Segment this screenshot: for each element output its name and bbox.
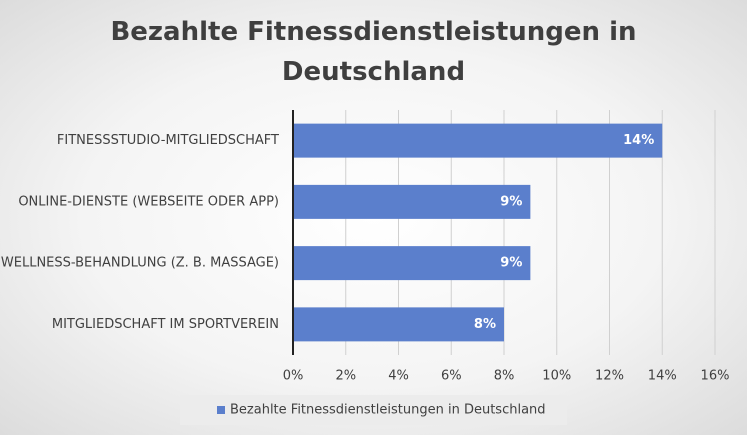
bar [293, 184, 531, 219]
legend-label: Bezahlte Fitnessdienstleistungen in Deut… [230, 403, 546, 418]
bar [293, 123, 663, 158]
data-label: 9% [500, 256, 522, 271]
y-tick-label: WELLNESS-BEHANDLUNG (Z. B. MASSAGE) [1, 256, 279, 271]
x-tick-label: 4% [388, 369, 409, 384]
y-tick-label: ONLINE-DIENSTE (WEBSEITE ODER APP) [18, 194, 279, 209]
legend-marker [217, 406, 225, 414]
x-tick-label: 10% [542, 369, 571, 384]
data-label: 8% [474, 317, 496, 332]
bar [293, 246, 531, 281]
x-tick-label: 12% [595, 369, 624, 384]
x-tick-label: 2% [335, 369, 356, 384]
x-tick-label: 6% [441, 369, 462, 384]
y-tick-label: MITGLIEDSCHAFT IM SPORTVEREIN [52, 317, 279, 332]
x-tick-label: 16% [701, 369, 730, 384]
bar [293, 307, 504, 342]
legend-box [180, 395, 567, 425]
x-tick-label: 8% [494, 369, 515, 384]
chart-title: Bezahlte Fitnessdienstleistungen in Deut… [110, 17, 637, 87]
data-label: 14% [623, 133, 654, 148]
x-tick-label: 14% [648, 369, 677, 384]
data-label: 9% [500, 194, 522, 209]
y-tick-label: FITNESSSTUDIO-MITGLIEDSCHAFT [57, 133, 279, 148]
x-tick-label: 0% [283, 369, 304, 384]
